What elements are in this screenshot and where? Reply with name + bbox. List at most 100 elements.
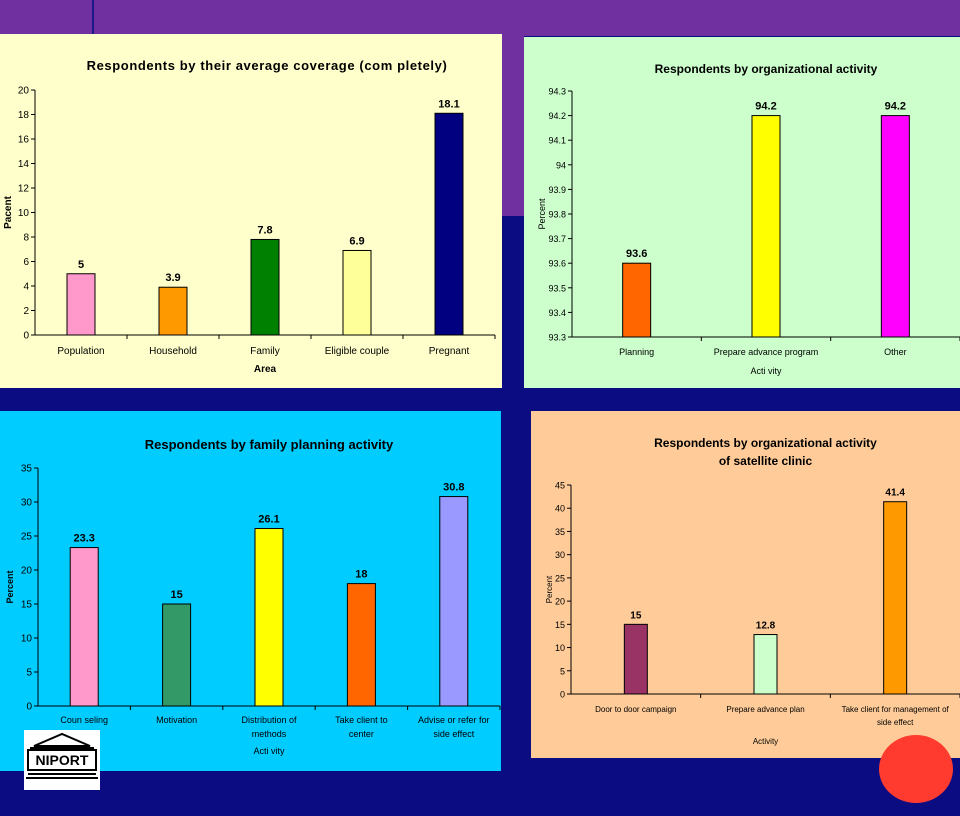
x-tick-label: Family [250,346,279,357]
data-label: 26.1 [258,514,279,526]
data-label: 15 [170,589,182,601]
bar [622,262,652,338]
y-tick-label: 5 [26,668,32,679]
x-tick-label: Eligible couple [325,346,390,357]
x-tick-label: Distribution of [241,715,297,725]
y-tick-label: 8 [23,233,29,244]
x-tick-label: Population [57,346,104,357]
data-label: 23.3 [73,533,94,545]
bar [434,112,464,336]
y-tick-label: 94.3 [548,87,566,97]
y-tick-label: 2 [23,306,29,317]
y-tick-label: 94.1 [548,136,566,146]
bar [623,623,648,695]
y-tick-label: 15 [21,600,33,611]
data-label: 12.8 [756,621,776,632]
y-tick-label: 93.8 [548,210,566,220]
y-tick-label: 93.5 [548,283,566,293]
data-label: 6.9 [349,235,364,247]
data-label: 15 [630,610,642,621]
chart-title: Respondents by organizational activity [655,62,878,76]
data-label: 94.2 [885,101,906,113]
x-tick-label: Household [149,346,197,357]
bar [250,238,280,336]
x-tick-label: side effect [433,729,474,739]
data-label: 5 [78,259,84,271]
data-label: 94.2 [755,101,776,113]
x-tick-label: Take client to [335,715,388,725]
bar [880,115,910,338]
y-tick-label: 25 [21,532,33,543]
middle-band [500,36,524,216]
x-axis-label: Activity [753,737,778,746]
y-tick-label: 94.2 [548,111,566,121]
data-label: 7.8 [257,224,272,236]
y-tick-label: 18 [18,110,30,121]
y-axis-label: Percent [537,198,547,230]
data-label: 18 [355,569,367,581]
y-axis-label: Pacent [3,195,14,228]
y-tick-label: 93.4 [548,308,566,318]
y-tick-label: 93.7 [548,234,566,244]
building-icon [26,732,98,779]
x-tick-label: Motivation [156,715,197,725]
y-tick-label: 40 [555,504,565,514]
x-tick-label: Take client for management of [842,705,950,714]
x-tick-label: Prepare advance plan [726,705,804,714]
x-tick-label: Prepare advance program [714,347,819,357]
y-tick-label: 16 [18,135,30,146]
bar [162,603,192,707]
y-axis-label: Percent [5,570,15,603]
bar [751,115,781,338]
y-tick-label: 93.9 [548,185,566,195]
x-tick-label: side effect [877,718,914,727]
y-tick-label: 14 [18,159,30,170]
y-tick-label: 93.3 [548,333,566,343]
y-tick-label: 15 [555,620,565,630]
data-label: 3.9 [165,272,180,284]
x-tick-label: methods [252,729,287,739]
satellite-clinic-chart-panel: Respondents by organizational activity of… [531,411,960,758]
logo-text: NIPORT [36,752,89,768]
x-tick-label: Advise or refer for [418,715,490,725]
x-tick-label: Pregnant [429,346,470,357]
y-tick-label: 0 [26,702,32,713]
x-tick-label: Planning [619,347,654,357]
red-circle [879,735,953,803]
y-tick-label: 20 [21,566,33,577]
y-tick-label: 5 [560,666,565,676]
bar [439,496,469,707]
data-label: 93.6 [626,248,647,260]
bar [66,273,96,336]
bar [342,249,372,336]
y-tick-label: 30 [21,498,33,509]
bar [69,547,99,707]
y-tick-label: 35 [555,527,565,537]
y-tick-label: 0 [23,331,29,342]
y-tick-label: 25 [555,573,565,583]
y-tick-label: 93.6 [548,259,566,269]
y-tick-label: 20 [555,597,565,607]
x-tick-label: center [349,729,374,739]
y-tick-label: 45 [555,481,565,491]
data-label: 30.8 [443,482,464,494]
bar [883,501,908,695]
x-axis-label: Area [254,364,277,375]
y-axis-label: Percent [545,575,554,603]
top-band [0,0,960,36]
x-axis-label: Acti vity [253,746,285,756]
y-tick-label: 4 [23,282,29,293]
organizational-activity-chart-panel: Respondents by organizational activity 93… [524,37,960,388]
chart-title: Respondents by their average coverage (c… [87,58,448,73]
y-tick-label: 30 [555,550,565,560]
bar [753,634,778,695]
data-label: 18.1 [438,98,459,110]
bar [158,286,188,336]
y-tick-label: 0 [560,690,565,700]
y-tick-label: 10 [21,634,33,645]
x-tick-label: Other [884,347,907,357]
chart-title: Respondents by organizational activity [654,436,877,450]
divider-line [92,0,94,34]
family-planning-chart-panel: Respondents by family planning activity 0… [0,411,501,771]
y-tick-label: 10 [18,208,30,219]
